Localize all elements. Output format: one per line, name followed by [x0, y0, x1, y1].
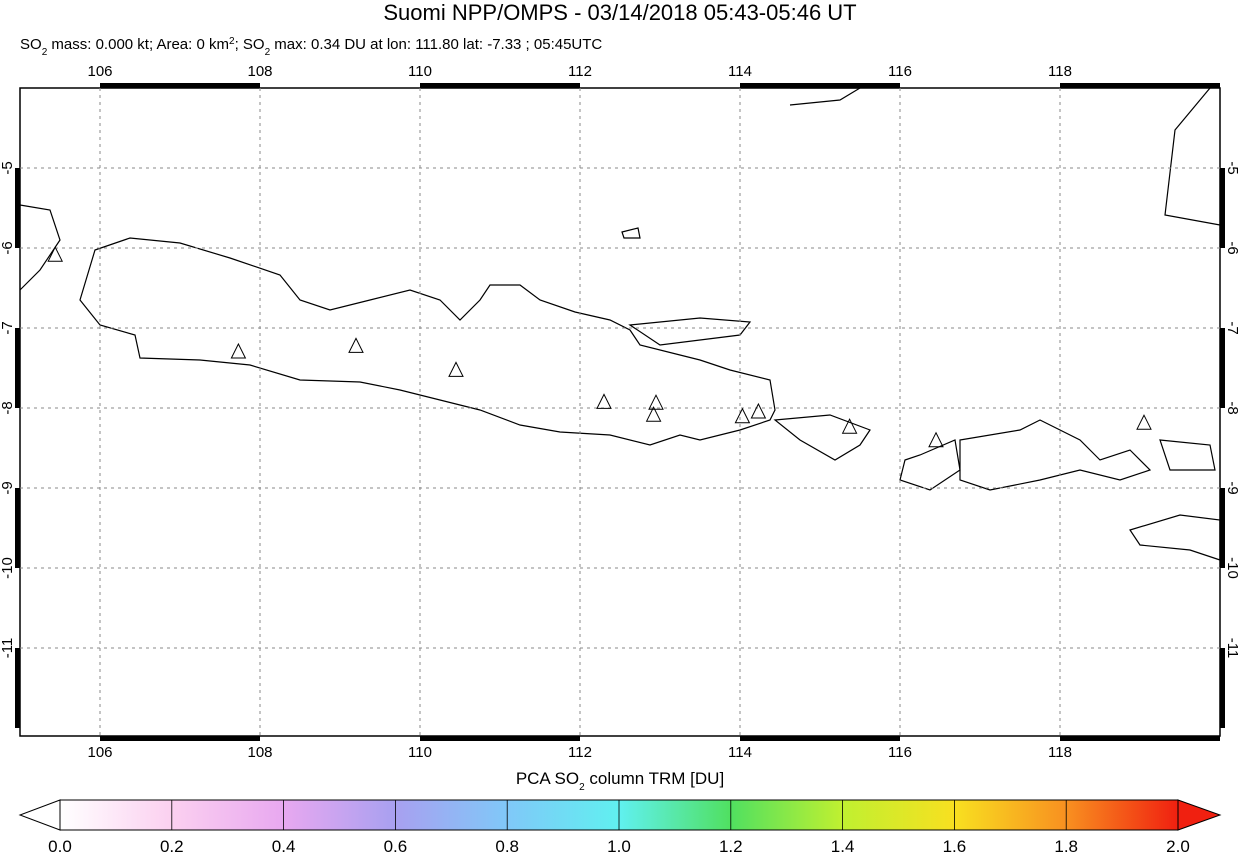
subtitle: SO2 mass: 0.000 kt; Area: 0 km2; SO2 max…: [20, 36, 602, 58]
text-part: SO: [20, 36, 42, 53]
y-tick-label-left: -7: [0, 321, 16, 334]
y-tick-label-left: -11: [0, 638, 16, 659]
volcano: [230, 342, 247, 359]
colorbar-tick-label: 0.0: [48, 837, 72, 855]
volcano: [734, 407, 751, 424]
x-tick-label-top: 106: [87, 63, 112, 80]
colorbar-tick-label: 1.4: [831, 837, 855, 855]
x-tick-label-top: 112: [568, 63, 592, 80]
x-tick-label-top: 114: [728, 63, 752, 80]
frame-bar: [15, 648, 20, 728]
x-tick-label-bottom: 114: [728, 744, 752, 761]
volcano: [47, 246, 64, 262]
frame-bar: [100, 736, 180, 741]
colorbar-tick-label: 1.2: [719, 837, 743, 855]
frame-bar: [1140, 736, 1220, 741]
text-part: PCA SO: [516, 769, 579, 788]
frame-bar: [420, 736, 500, 741]
x-tick-label-top: 110: [408, 63, 432, 80]
text-part: max: 0.34 DU at lon: 111.80 lat: -7.33 ;…: [270, 36, 602, 53]
x-tick-label-bottom: 116: [888, 744, 912, 761]
x-tick-label-bottom: 110: [408, 744, 432, 761]
title: Suomi NPP/OMPS - 03/14/2018 05:43-05:46 …: [383, 0, 856, 25]
text-part: column TRM [DU]: [585, 769, 725, 788]
x-tick-label-top: 118: [1048, 63, 1072, 80]
x-tick-label-bottom: 108: [247, 744, 272, 761]
frame-bar: [420, 83, 500, 88]
frame-bar: [500, 83, 580, 88]
text-part: 2: [42, 47, 48, 58]
frame-bar: [180, 83, 260, 88]
y-tick-label-right: -11: [1224, 638, 1239, 659]
y-tick-label-right: -10: [1224, 557, 1239, 579]
frame-bar: [15, 168, 20, 248]
y-tick-label-right: -8: [1224, 401, 1239, 414]
volcano: [448, 361, 464, 377]
colorbar-min-arrow: [18, 799, 61, 831]
y-tick-label-right: -7: [1224, 321, 1239, 334]
frame-bar: [1060, 736, 1140, 741]
frame-bar: [1220, 168, 1225, 248]
frame-bar: [740, 736, 820, 741]
volcano: [841, 418, 858, 434]
volcano: [1136, 414, 1152, 430]
text-part: 2: [579, 782, 585, 793]
frame-bar: [820, 736, 900, 741]
y-tick-label-left: -10: [0, 557, 16, 579]
volcano: [750, 402, 767, 419]
frame-bar: [1060, 83, 1140, 88]
x-tick-label-top: 116: [888, 63, 912, 80]
volcano: [928, 431, 944, 448]
y-tick-label-right: -9: [1224, 481, 1239, 494]
map-frame: [19, 87, 1221, 737]
colorbar-tick-label: 0.4: [272, 837, 296, 855]
frame-bar: [15, 328, 20, 408]
frame-bar: [1220, 488, 1225, 568]
y-tick-label-left: -6: [0, 241, 16, 254]
x-tick-label-top: 108: [247, 63, 272, 80]
text-part: 2: [265, 47, 271, 58]
volcano: [348, 337, 364, 353]
x-tick-label-bottom: 118: [1048, 744, 1072, 761]
colorbar-tick-label: 1.6: [943, 837, 967, 855]
colorbar-tick-label: 2.0: [1166, 837, 1190, 855]
y-tick-label-left: -5: [0, 161, 16, 174]
colorbar-max-arrow: [1177, 799, 1222, 831]
frame-bar: [100, 83, 180, 88]
frame-bar: [1220, 328, 1225, 408]
volcano: [596, 393, 612, 409]
colorbar-tick-label: 0.8: [495, 837, 519, 855]
text-part: mass: 0.000 kt; Area: 0 km: [47, 36, 229, 53]
x-tick-label-bottom: 112: [568, 744, 592, 761]
y-tick-label-left: -8: [0, 401, 16, 414]
frame-bar: [180, 736, 260, 741]
colorbar-tick-label: 1.0: [607, 837, 631, 855]
volcano: [645, 406, 662, 422]
colorbar-title: PCA SO2 column TRM [DU]: [516, 769, 724, 793]
y-tick-label-right: -5: [1224, 161, 1239, 174]
coastlines: [19, 87, 1221, 561]
y-tick-label-left: -9: [0, 481, 16, 494]
frame-bar: [1140, 83, 1220, 88]
frame-bar: [820, 83, 900, 88]
colorbar-tick-label: 1.8: [1054, 837, 1078, 855]
volcano: [648, 394, 664, 410]
frame-bar: [740, 83, 820, 88]
frame-bar: [1220, 648, 1225, 728]
frame-bar: [15, 488, 20, 568]
text-part: ; SO: [235, 36, 265, 53]
x-tick-label-bottom: 106: [87, 744, 112, 761]
y-tick-label-right: -6: [1224, 241, 1239, 254]
text-part: 2: [229, 36, 235, 47]
frame-bar: [500, 736, 580, 741]
colorbar-tick-label: 0.6: [384, 837, 408, 855]
colorbar-tick-label: 0.2: [160, 837, 184, 855]
